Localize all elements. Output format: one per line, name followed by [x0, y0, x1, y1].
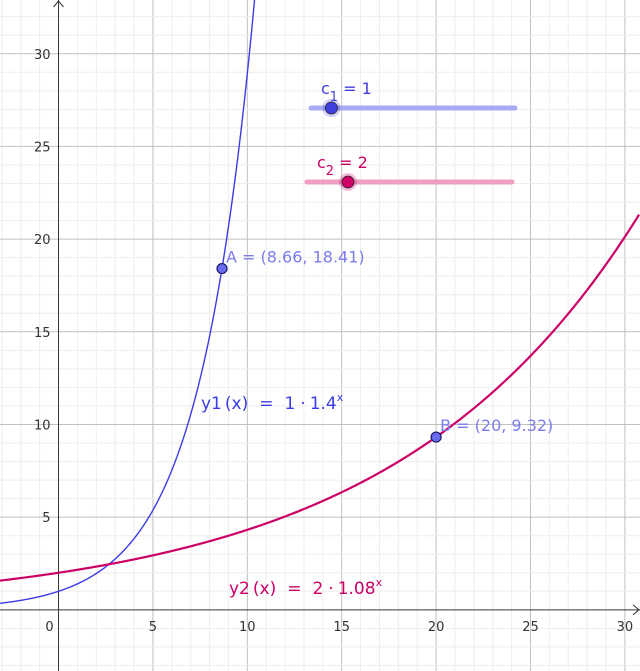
formula-part: (x) — [225, 394, 248, 414]
point-B[interactable]: B = (20, 9.32) — [430, 416, 553, 443]
x-tick-label: 20 — [428, 620, 445, 635]
formula-part: 2 — [312, 579, 323, 599]
formula-part: (x) — [253, 579, 276, 599]
points[interactable]: A = (8.66, 18.41) B = (20, 9.32) — [216, 248, 553, 443]
formula-exponent: x — [376, 576, 383, 589]
slider-name: c — [321, 79, 330, 98]
formula-part: · — [328, 579, 333, 599]
y-tick-label: 15 — [34, 326, 51, 341]
formula-exponent: x — [337, 391, 344, 404]
slider-label: c1 = 1 — [321, 79, 372, 105]
formula-part: y1 — [201, 394, 222, 414]
y-axis-arrow — [53, 0, 64, 8]
point-label: A = (8.66, 18.41) — [226, 248, 365, 267]
y-tick-label: 5 — [42, 511, 50, 526]
tick-labels: 0 5 10 15 20 25 30 5 10 15 20 25 30 — [34, 48, 633, 635]
slider-name: c — [317, 153, 326, 172]
curves — [0, 0, 640, 604]
slider-c2[interactable]: c2 = 2 — [304, 153, 515, 191]
formula-part: · — [300, 394, 305, 414]
slider-subscript: 2 — [326, 164, 334, 179]
formula-part: y2 — [229, 579, 250, 599]
y-tick-label: 30 — [34, 48, 51, 63]
formula-y2: y2 (x) = 2 · 1.08x — [229, 576, 383, 599]
formula-part: = — [259, 394, 273, 414]
x-tick-label: 10 — [239, 620, 256, 635]
y-tick-label: 20 — [34, 233, 51, 248]
point-marker[interactable] — [216, 262, 228, 275]
curve-y2 — [0, 214, 640, 582]
x-tick-label: 30 — [617, 620, 634, 635]
slider-subscript: 1 — [330, 90, 338, 105]
formula-part: 1 — [284, 394, 295, 414]
formula-y1: y1 (x) = 1 · 1.4x — [201, 391, 344, 414]
x-tick-label: 25 — [522, 620, 539, 635]
formula-part: 1.08 — [338, 579, 376, 599]
slider-c1[interactable]: c1 = 1 — [308, 79, 518, 117]
curve-y1 — [0, 0, 256, 604]
slider-value: = 2 — [339, 153, 368, 172]
formula-part: 1.4 — [310, 394, 337, 414]
x-axis-arrow — [632, 604, 640, 616]
point-label: B = (20, 9.32) — [440, 416, 553, 435]
slider-handle[interactable] — [341, 175, 355, 189]
sliders[interactable]: c1 = 1c2 = 2 — [304, 79, 518, 191]
x-tick-label: 5 — [149, 620, 157, 635]
y-tick-label: 25 — [34, 140, 51, 155]
x-tick-label: 0 — [45, 620, 53, 635]
x-tick-label: 15 — [333, 620, 350, 635]
point-marker[interactable] — [430, 431, 442, 443]
slider-label: c2 = 2 — [317, 153, 368, 179]
point-A[interactable]: A = (8.66, 18.41) — [216, 248, 365, 275]
slider-value: = 1 — [343, 79, 372, 98]
slider-handle[interactable] — [324, 101, 338, 115]
y-tick-label: 10 — [34, 418, 51, 433]
formula-part: = — [287, 579, 301, 599]
